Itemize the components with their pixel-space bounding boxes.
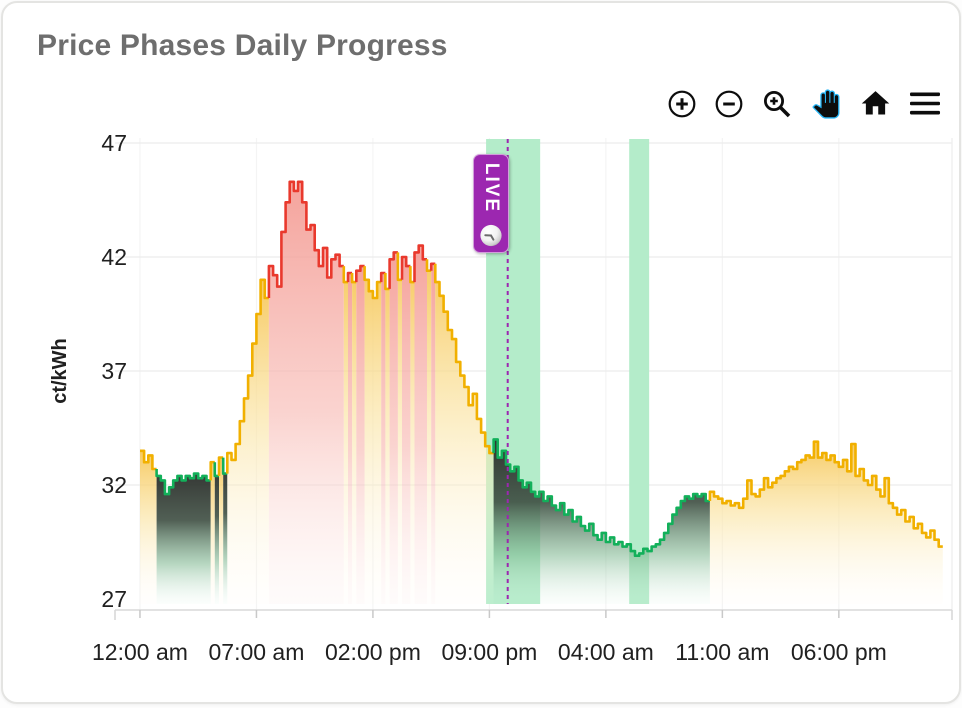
line-normal <box>708 440 943 548</box>
zoom-in-circle-icon <box>667 89 697 119</box>
line-cheap <box>213 462 219 478</box>
fill-cheap <box>493 439 710 604</box>
fill-normal <box>343 266 348 604</box>
line-normal <box>425 259 432 272</box>
live-badge: LIVE <box>473 154 509 253</box>
line-expensive <box>267 180 344 298</box>
fill-normal <box>219 457 224 604</box>
fill-normal <box>709 441 943 604</box>
fill-cheap <box>223 457 228 604</box>
series-lines <box>140 180 943 557</box>
line-normal <box>217 456 224 476</box>
chart-toolbar <box>665 85 943 122</box>
pan-hand-icon <box>810 88 842 120</box>
line-normal <box>363 266 382 300</box>
zoom-out-button[interactable] <box>712 87 746 121</box>
x-tick-label: 11:00 am <box>675 639 769 665</box>
pan-button[interactable] <box>808 86 844 122</box>
fill-normal <box>364 266 382 604</box>
fill-normal <box>140 450 157 604</box>
line-cheap <box>492 438 710 557</box>
box-zoom-button[interactable] <box>759 86 795 122</box>
line-expensive <box>429 262 436 271</box>
line-expensive <box>400 255 411 280</box>
menu-button[interactable] <box>907 88 943 119</box>
line-cheap <box>221 457 228 475</box>
fill-expensive <box>348 273 353 604</box>
fill-normal <box>427 259 432 604</box>
page-title: Price Phases Daily Progress <box>37 29 448 62</box>
zoom-in-button[interactable] <box>665 87 699 121</box>
fill-normal <box>385 273 390 604</box>
line-normal <box>434 263 494 455</box>
series-fills <box>140 181 943 605</box>
y-axis-title: ct/kWh <box>49 338 71 404</box>
live-label-wrap: LIVE <box>474 157 508 219</box>
x-tick-labels: 12:00 am 07:00 am 02:00 pm 09:00 pm 04:00 am… <box>92 639 887 665</box>
x-tick-label: 02:00 pm <box>325 639 421 665</box>
line-cheap <box>155 469 211 496</box>
magnifier-plus-icon <box>761 88 793 120</box>
home-icon <box>859 87 892 120</box>
fill-normal <box>435 263 494 604</box>
fill-normal <box>210 462 215 604</box>
clock-icon <box>480 224 503 247</box>
x-tick-label: 12:00 am <box>92 639 188 665</box>
fill-expensive <box>356 266 365 604</box>
line-expensive <box>346 271 353 283</box>
line-expensive <box>413 244 427 283</box>
line-normal <box>226 278 269 474</box>
line-expensive <box>379 271 386 283</box>
fill-normal <box>227 279 269 604</box>
x-tick-label: 09:00 pm <box>441 639 537 665</box>
price-chart: 12:00 am 07:00 am 02:00 pm 09:00 pm 04:00 am… <box>49 130 953 665</box>
fill-expensive <box>389 252 398 604</box>
hamburger-menu-icon <box>909 90 941 117</box>
x-tick-label: 07:00 am <box>208 639 304 665</box>
line-normal <box>342 266 348 284</box>
fill-expensive <box>402 257 411 604</box>
fill-normal <box>397 252 402 604</box>
fill-cheap <box>214 462 219 604</box>
line-normal <box>209 460 215 481</box>
home-reset-button[interactable] <box>857 85 894 122</box>
line-normal <box>140 449 157 471</box>
fill-cheap <box>156 469 211 604</box>
fill-expensive <box>381 273 386 604</box>
plot-area[interactable] <box>115 138 952 610</box>
line-expensive <box>355 264 365 283</box>
zoom-out-circle-icon <box>714 89 744 119</box>
line-expensive <box>388 251 398 289</box>
x-tick-label: 04:00 am <box>558 639 654 665</box>
fill-normal <box>352 273 357 604</box>
live-label: LIVE <box>481 162 503 214</box>
line-normal <box>409 266 415 284</box>
fill-expensive <box>268 181 344 605</box>
fill-expensive <box>431 263 436 604</box>
line-normal <box>350 273 357 284</box>
line-normal <box>384 273 390 291</box>
cheap-window-band <box>629 139 650 604</box>
x-tick-label: 06:00 pm <box>791 639 887 665</box>
x-axis <box>114 138 953 620</box>
fill-normal <box>410 266 415 604</box>
line-normal <box>396 252 402 282</box>
fill-expensive <box>414 245 427 604</box>
